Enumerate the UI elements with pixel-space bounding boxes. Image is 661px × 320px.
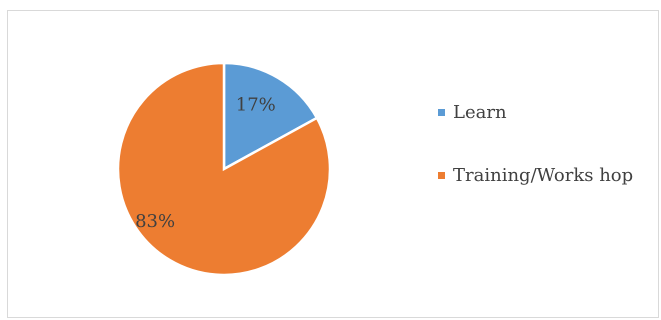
legend-label-learn: Learn [453,102,507,123]
slice-label-learn: 17% [236,94,276,115]
legend-swatch-training-workshop [438,172,445,179]
legend: Learn Training/Works hop [438,98,653,224]
slice-training-workshop [116,61,332,277]
slice-label-training-workshop: 83% [135,211,175,232]
chart-area [7,10,659,318]
legend-item-learn: Learn [438,98,653,127]
legend-swatch-learn [438,109,445,116]
slice-learn [222,61,319,172]
legend-label-training-workshop: Training/Works hop [453,165,634,186]
legend-item-training-workshop: Training/Works hop [438,161,653,190]
